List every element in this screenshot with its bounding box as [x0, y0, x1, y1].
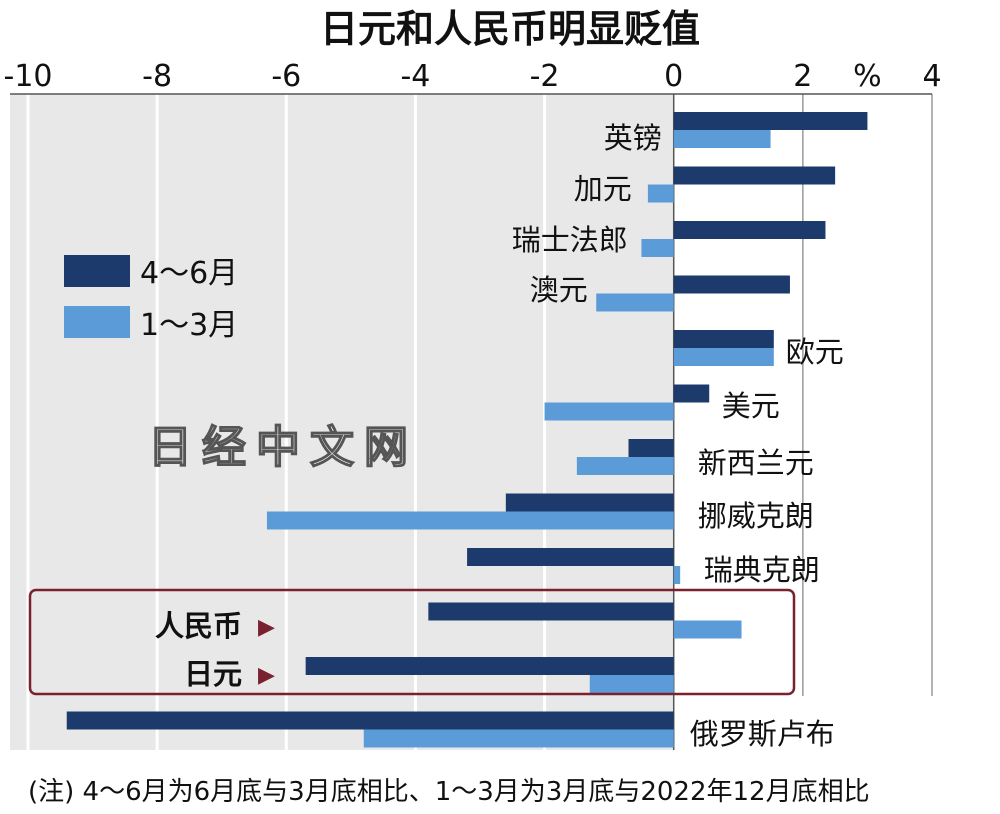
category-label: 人民币	[155, 609, 242, 643]
category-label: 俄罗斯卢布	[690, 717, 835, 751]
bar	[576, 457, 674, 475]
gridlines	[10, 93, 933, 750]
bar	[673, 275, 790, 294]
bar	[673, 384, 710, 403]
category-label: 日元	[184, 657, 242, 691]
bar	[363, 729, 674, 748]
x-tick-label: -8	[142, 59, 172, 94]
bar	[673, 566, 681, 584]
negative-background	[10, 94, 674, 750]
x-tick-label: -6	[271, 59, 301, 94]
bars	[66, 112, 868, 748]
x-tick-label: -4	[400, 59, 430, 94]
bar	[673, 166, 836, 185]
chart-note: (注) 4～6月为6月底与3月底相比、1～3月为3月底与2022年12月底相比	[28, 777, 870, 807]
bar	[428, 602, 674, 621]
category-label: 美元	[722, 389, 780, 423]
bar	[628, 439, 674, 457]
marker-arrow-icon: ▶	[258, 663, 275, 688]
x-tick-label: -10	[4, 59, 53, 94]
category-label: 澳元	[530, 273, 588, 307]
bar	[596, 293, 674, 312]
percent-unit-label: %	[853, 59, 882, 94]
bar	[641, 239, 674, 257]
legend-swatch-apr-jun	[64, 255, 130, 287]
bar	[673, 348, 774, 366]
bar	[673, 130, 771, 148]
category-label: 新西兰元	[698, 446, 814, 480]
bar	[673, 112, 868, 130]
category-label: 挪威克朗	[698, 499, 814, 533]
bar	[589, 675, 674, 693]
x-tick-label: 4	[922, 59, 941, 94]
bar	[673, 221, 826, 239]
highlight-markers: ▶▶	[258, 615, 275, 688]
legend-label-apr-jun: 4～6月	[140, 256, 238, 291]
legend-label-jan-mar: 1～3月	[140, 308, 238, 343]
x-tick-label: -2	[530, 59, 560, 94]
bar	[544, 402, 674, 421]
bar	[467, 548, 674, 566]
bar	[66, 711, 674, 730]
category-label: 英镑	[604, 121, 662, 155]
bar	[673, 330, 774, 348]
bar	[266, 511, 674, 530]
marker-arrow-icon: ▶	[258, 615, 275, 640]
highlight-box	[28, 588, 796, 696]
category-label: 瑞士法郎	[512, 223, 628, 257]
bar	[505, 493, 674, 512]
x-tick-labels: -10 -8 -6 -4 -2 0 2 4	[4, 59, 942, 94]
watermark: 日经中文网	[148, 422, 418, 473]
category-label: 欧元	[786, 335, 844, 369]
category-label: 瑞典克朗	[704, 553, 820, 587]
bar	[647, 184, 674, 203]
bar	[305, 657, 674, 675]
x-tick-label: 2	[793, 59, 812, 94]
bar	[673, 620, 742, 639]
category-label: 加元	[574, 172, 632, 206]
x-tick-label: 0	[664, 59, 683, 94]
legend-swatch-jan-mar	[64, 306, 130, 338]
legend: 4～6月 1～3月	[64, 255, 238, 343]
chart-title: 日元和人民币明显贬值	[320, 7, 700, 51]
